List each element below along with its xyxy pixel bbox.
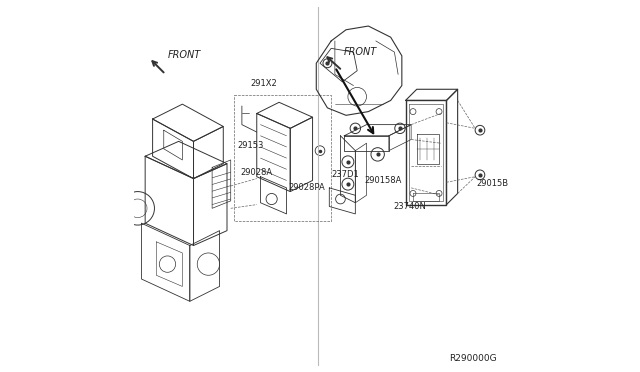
Text: 29015B: 29015B <box>476 179 508 188</box>
Text: 29028PA: 29028PA <box>289 183 325 192</box>
Text: FRONT: FRONT <box>168 50 202 60</box>
Text: R290000G: R290000G <box>449 354 497 363</box>
Text: 237D1: 237D1 <box>331 170 359 179</box>
Text: 291X2: 291X2 <box>251 79 278 88</box>
Text: 290158A: 290158A <box>364 176 401 185</box>
Text: 29153: 29153 <box>237 141 264 150</box>
Text: 23740N: 23740N <box>394 202 426 211</box>
Text: FRONT: FRONT <box>344 47 378 57</box>
Text: 29028A: 29028A <box>240 169 272 177</box>
